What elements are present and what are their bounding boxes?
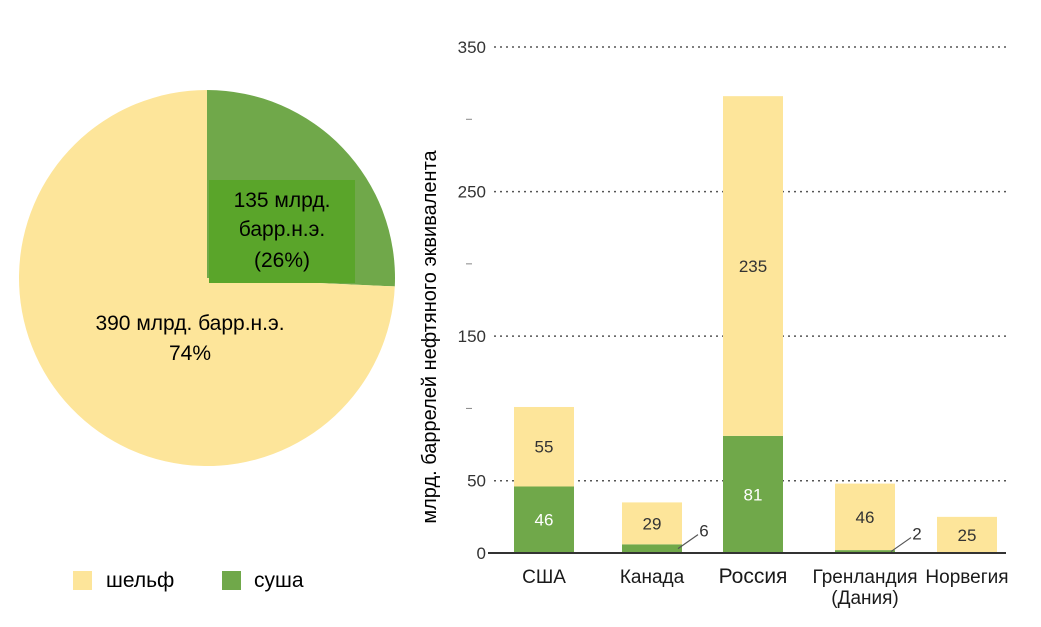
bar-shelf bbox=[937, 516, 997, 553]
shelf-label-line-1: 390 млрд. барр.н.э. bbox=[95, 312, 284, 335]
legend-swatch-shelf bbox=[73, 571, 92, 590]
leader-line bbox=[890, 537, 912, 553]
y-tick-label: 0 bbox=[477, 544, 486, 563]
legend-label-land: суша bbox=[254, 569, 304, 592]
category-label: Россия bbox=[719, 565, 788, 588]
bar-land bbox=[514, 486, 574, 553]
gridlines bbox=[494, 46, 1006, 482]
data-label-land: 46 bbox=[535, 511, 554, 530]
data-label-shelf: 25 bbox=[958, 526, 977, 545]
leader-line bbox=[677, 534, 699, 550]
category-label: (Дания) bbox=[831, 588, 898, 609]
bar-land bbox=[622, 544, 682, 553]
legend-label-shelf: шельф bbox=[106, 569, 174, 592]
category-label: Канада bbox=[620, 567, 685, 588]
category-labels: США Канада Россия Гренландия(Дания) Норвегия bbox=[522, 565, 1008, 609]
data-label-land: 81 bbox=[744, 485, 763, 504]
y-tick-label: 350 bbox=[458, 38, 486, 57]
y-axis-ticks: 0 50 150 250 350 bbox=[458, 38, 486, 563]
land-label-line-1: 135 млрд. bbox=[234, 189, 331, 212]
pie-slice-shelf bbox=[19, 90, 395, 466]
category-label: Норвегия bbox=[925, 567, 1008, 588]
bar-shelf bbox=[723, 96, 783, 436]
bars: 55 46 29 6 235 81 46 2 25 bbox=[514, 96, 997, 553]
y-tick-label: 150 bbox=[458, 327, 486, 346]
legend: шельф суша bbox=[73, 569, 304, 592]
bar-shelf bbox=[835, 483, 895, 551]
bar-land bbox=[835, 550, 895, 553]
data-label-shelf: 46 bbox=[856, 508, 875, 527]
category-label: Гренландия bbox=[813, 567, 918, 588]
data-label-land: 2 bbox=[912, 525, 921, 544]
land-label-line-3: (26%) bbox=[254, 249, 310, 272]
bar-shelf bbox=[514, 406, 574, 487]
y-tick-label: 50 bbox=[467, 472, 486, 491]
y-tick-label: 250 bbox=[458, 183, 486, 202]
y-axis-label: млрд. баррелей нефтяного эквивалента bbox=[419, 149, 441, 523]
bar-shelf bbox=[622, 502, 682, 545]
pie-labels: 135 млрд. барр.н.э. (26%) 390 млрд. барр… bbox=[95, 180, 355, 365]
category-label: США bbox=[522, 567, 566, 588]
land-label-background bbox=[209, 180, 355, 283]
bar-land bbox=[723, 435, 783, 553]
data-label-shelf: 235 bbox=[739, 257, 767, 276]
shelf-label-line-2: 74% bbox=[169, 342, 211, 365]
data-label-land: 6 bbox=[699, 522, 708, 541]
data-label-shelf: 29 bbox=[643, 514, 662, 533]
land-label-line-2: барр.н.э. bbox=[239, 218, 325, 241]
data-label-shelf: 55 bbox=[535, 438, 554, 457]
legend-swatch-land bbox=[222, 571, 241, 590]
